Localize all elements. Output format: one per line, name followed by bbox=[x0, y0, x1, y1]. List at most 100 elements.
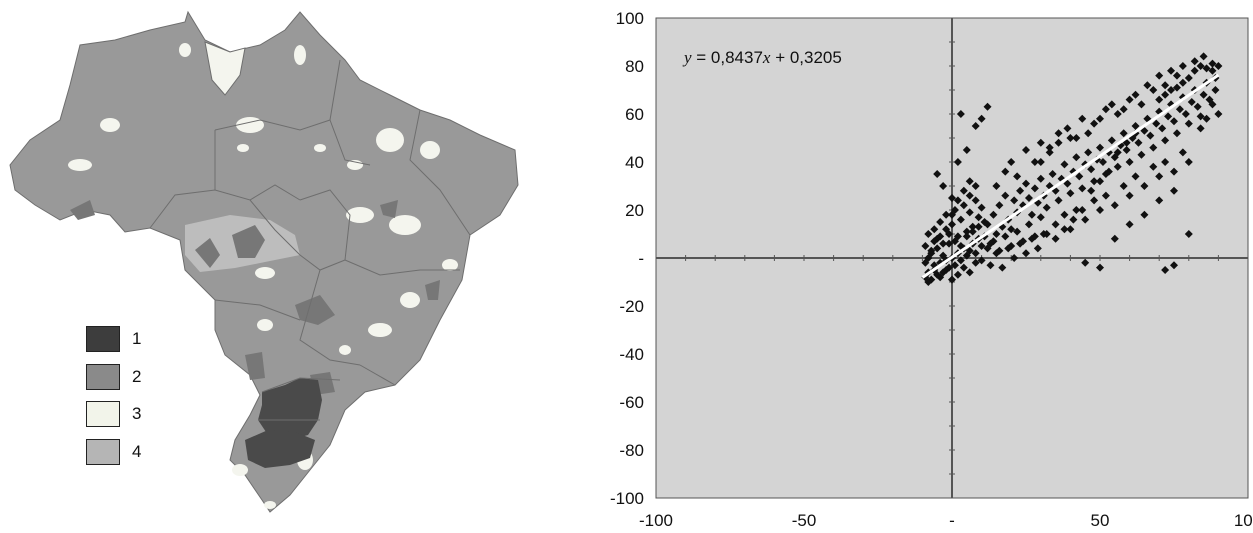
map-region-north-white bbox=[204, 41, 246, 96]
scatter-point bbox=[1072, 206, 1081, 214]
scatter-point bbox=[1167, 100, 1176, 109]
scatter-point bbox=[962, 232, 971, 241]
y-tick-label: 60 bbox=[625, 105, 644, 124]
y-tick-label: -40 bbox=[619, 345, 644, 364]
scatter-point bbox=[924, 230, 933, 238]
equation-mid: = 0,8437 bbox=[692, 48, 763, 67]
scatter-point bbox=[1051, 186, 1060, 195]
scatter-point bbox=[1048, 170, 1057, 178]
scatter-point bbox=[965, 246, 974, 255]
scatter-point bbox=[1024, 220, 1033, 229]
scatter-point bbox=[1199, 90, 1208, 99]
scatter-point bbox=[1196, 124, 1205, 133]
scatter-point bbox=[939, 239, 948, 248]
x-tick-label: -100 bbox=[639, 511, 673, 530]
scatter-point bbox=[1170, 261, 1178, 270]
scatter-point bbox=[1036, 213, 1045, 222]
scatter-point bbox=[1196, 112, 1205, 121]
scatter-point bbox=[977, 203, 986, 212]
legend-label-1: 1 bbox=[132, 329, 142, 348]
x-axis-ticks: -100-50-50100 bbox=[639, 511, 1253, 530]
equation-x: x bbox=[762, 48, 771, 67]
scatter-point bbox=[1110, 201, 1119, 210]
scatter-point bbox=[1137, 100, 1146, 109]
scatter-point bbox=[1181, 110, 1190, 118]
scatter-point bbox=[1202, 64, 1211, 73]
scatter-point bbox=[1211, 86, 1220, 94]
scatter-point bbox=[936, 232, 945, 241]
scatter-point bbox=[1187, 98, 1196, 106]
scatter-point bbox=[1087, 165, 1096, 174]
scatter-point bbox=[1193, 102, 1202, 111]
scatter-point bbox=[956, 215, 965, 224]
scatter-point bbox=[1090, 196, 1099, 205]
x-tick-label: 50 bbox=[1091, 511, 1110, 530]
scatter-point bbox=[1042, 203, 1051, 212]
y-axis-ticks: 100 80 60 40 20 - -20 -40 -60 -80 -100 bbox=[610, 9, 644, 508]
scatter-point bbox=[950, 261, 959, 270]
scatter-point bbox=[1178, 62, 1187, 70]
scatter-point bbox=[974, 213, 983, 222]
scatter-point bbox=[1054, 129, 1063, 138]
scatter-point bbox=[977, 256, 986, 265]
legend-swatch-4 bbox=[86, 438, 120, 465]
scatter-point bbox=[1131, 90, 1140, 99]
scatter-point bbox=[1155, 95, 1164, 104]
scatter-point bbox=[1033, 198, 1042, 207]
scatter-point bbox=[974, 222, 983, 231]
scatter-point bbox=[956, 256, 965, 265]
y-tick-label: -80 bbox=[619, 441, 644, 460]
x-tick-label: 100 bbox=[1234, 511, 1253, 530]
scatter-point bbox=[945, 239, 954, 248]
scatter-point bbox=[948, 275, 956, 284]
brazil-map-panel: 1 2 3 4 bbox=[0, 0, 560, 533]
scatter-point bbox=[1175, 105, 1184, 114]
scatter-point bbox=[948, 194, 956, 202]
scatter-point bbox=[1190, 66, 1199, 75]
scatter-point bbox=[1004, 244, 1013, 253]
scatter-point bbox=[965, 208, 974, 217]
scatter-point bbox=[1084, 129, 1093, 138]
scatter-point bbox=[933, 244, 942, 253]
scatter-point bbox=[971, 122, 980, 130]
scatter-point bbox=[1125, 220, 1134, 229]
scatter-point bbox=[1084, 148, 1093, 157]
scatter-point bbox=[1134, 138, 1143, 147]
map-region-south-class1 bbox=[258, 378, 322, 440]
y-tick-label: 100 bbox=[616, 9, 644, 28]
scatter-point bbox=[1051, 220, 1060, 229]
scatter-point bbox=[1010, 254, 1019, 262]
scatter-point bbox=[965, 177, 974, 186]
scatter-point bbox=[939, 182, 948, 190]
regression-equation: y = 0,8437x + 0,3205 bbox=[682, 48, 842, 67]
legend-swatch-1 bbox=[86, 326, 120, 352]
scatter-point bbox=[1072, 134, 1081, 142]
legend-swatch-2 bbox=[86, 363, 120, 390]
scatter-point bbox=[1113, 148, 1122, 157]
scatter-point bbox=[1164, 112, 1173, 121]
scatter-point bbox=[1113, 110, 1122, 118]
scatter-point bbox=[1081, 258, 1090, 267]
scatter-point bbox=[971, 249, 980, 258]
scatter-point bbox=[924, 278, 933, 286]
scatter-point bbox=[1161, 158, 1170, 166]
scatter-point bbox=[1087, 186, 1096, 195]
scatter-point bbox=[1101, 105, 1110, 114]
scatter-point bbox=[1146, 131, 1155, 140]
scatter-point bbox=[948, 220, 956, 229]
scatter-point bbox=[977, 114, 986, 123]
y-tick-label: -60 bbox=[619, 393, 644, 412]
scatter-point bbox=[959, 186, 968, 195]
scatter-point bbox=[995, 201, 1004, 210]
scatter-point bbox=[1161, 90, 1170, 99]
scatter-point bbox=[1066, 225, 1075, 234]
scatter-point bbox=[962, 227, 971, 236]
scatter-point bbox=[1060, 210, 1069, 219]
scatter-point bbox=[1060, 160, 1069, 169]
scatter-point bbox=[936, 218, 945, 226]
scatter-point bbox=[1024, 194, 1033, 202]
scatter-point bbox=[1090, 177, 1099, 186]
scatter-point bbox=[1098, 158, 1107, 166]
scatter-point bbox=[1155, 172, 1164, 181]
